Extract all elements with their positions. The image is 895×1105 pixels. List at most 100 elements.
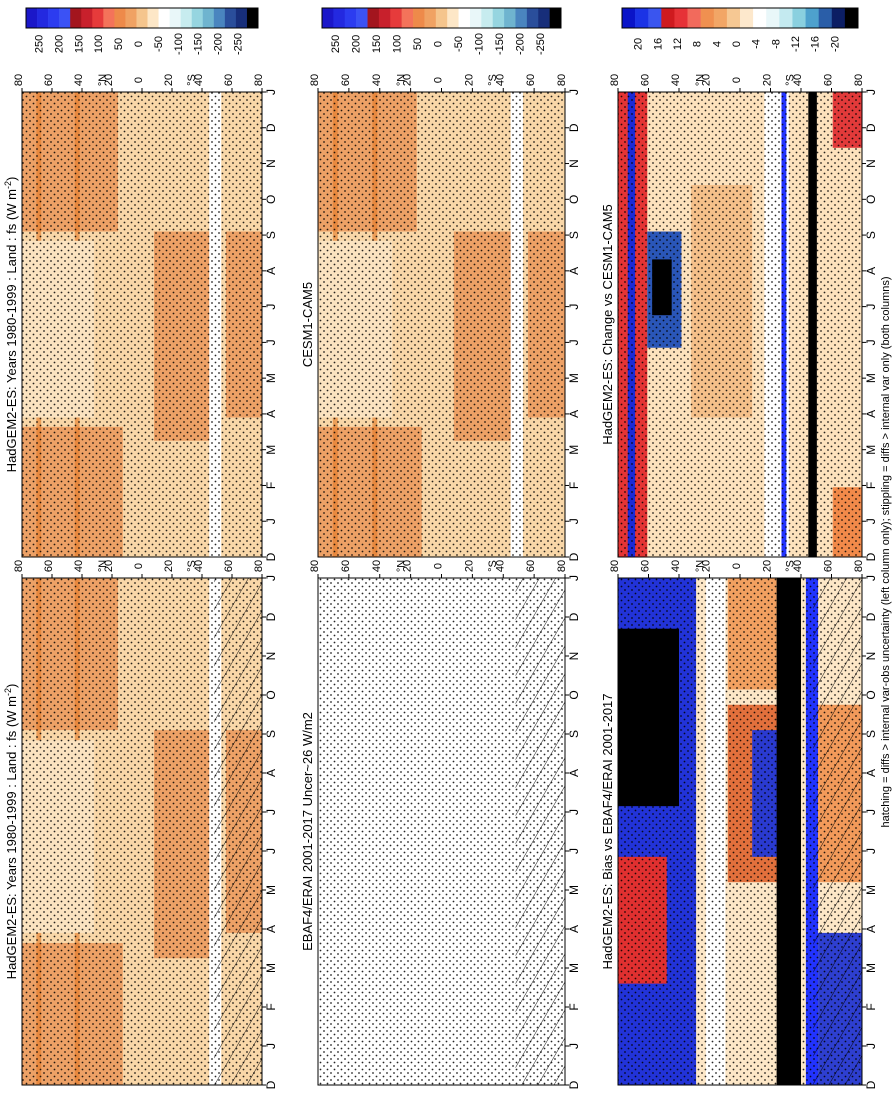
colorbar-swatch xyxy=(458,8,471,28)
colorbar-tick-label: 200 xyxy=(351,35,363,53)
hatching-overlay xyxy=(214,578,262,1085)
month-tick-label: A xyxy=(567,925,581,933)
month-tick-label: S xyxy=(264,231,278,239)
month-tick-label: M xyxy=(264,885,278,895)
month-tick-label: M xyxy=(264,445,278,455)
colorbar-swatch xyxy=(59,8,71,28)
month-tick-label: J xyxy=(264,1043,278,1049)
month-tick-label: S xyxy=(264,730,278,738)
footnote: hatching = diffs > internal var-obs unce… xyxy=(880,276,892,827)
lat-tick-label: 60 xyxy=(525,560,537,572)
north-label: °N xyxy=(395,560,407,572)
month-tick-label: D xyxy=(864,612,878,621)
lat-tick-label: 40 xyxy=(193,74,205,86)
month-tick-label: A xyxy=(567,769,581,777)
colorbar-tick-label: -200 xyxy=(514,33,526,55)
month-tick-label: A xyxy=(264,267,278,275)
north-label: °N xyxy=(395,74,407,86)
colorbar-tick-label: 200 xyxy=(53,35,65,53)
month-tick-label: M xyxy=(567,373,581,383)
month-tick-label: M xyxy=(567,963,581,973)
colorbar-swatch xyxy=(549,8,562,28)
colorbar-tick-label: -8 xyxy=(770,39,782,49)
month-tick-label: J xyxy=(567,1043,581,1049)
month-tick-label: O xyxy=(567,690,581,699)
month-tick-label: A xyxy=(864,410,878,418)
colorbar-swatch xyxy=(766,8,780,28)
colorbar-swatch xyxy=(622,8,636,28)
lat-tick-label: 0 xyxy=(731,77,743,83)
month-tick-label: N xyxy=(864,652,878,661)
lat-tick-label: 60 xyxy=(525,74,537,86)
lat-tick-label: 60 xyxy=(223,560,235,572)
heatmap-panel-4: D J F M A M J J A S O N D J 80 60 40 20 0 20 40 60 80 °N °S HadGE… xyxy=(600,493,878,1089)
lat-tick-label: 40 xyxy=(73,74,85,86)
lat-tick-label: 20 xyxy=(402,74,414,86)
lat-tick-label: 20 xyxy=(402,560,414,572)
month-tick-label: J xyxy=(567,304,581,310)
colorbar-swatch xyxy=(147,8,159,28)
month-tick-label: M xyxy=(264,373,278,383)
lat-tick-label: 60 xyxy=(823,560,835,572)
north-label: °N xyxy=(97,560,109,572)
south-label: °S xyxy=(785,560,797,572)
month-tick-label: A xyxy=(264,410,278,418)
colorbar-swatch xyxy=(344,8,357,28)
colorbar-swatch xyxy=(213,8,226,28)
colorbar-tick-label: -150 xyxy=(193,33,205,55)
colorbar-swatch xyxy=(435,8,448,28)
month-tick-label: A xyxy=(864,925,878,933)
lat-tick-label: 20 xyxy=(762,74,774,86)
lat-tick-label: 40 xyxy=(792,560,804,572)
north-label: °N xyxy=(694,560,706,572)
lat-tick-label: 80 xyxy=(253,74,265,86)
colorbar-swatch xyxy=(367,8,380,28)
month-tick-label: O xyxy=(264,690,278,699)
colorbar-tick-label: 0 xyxy=(731,41,743,47)
colorbar-tick-label: 100 xyxy=(392,35,404,53)
colorbar-tick-label: 16 xyxy=(652,38,664,50)
lat-tick-label: 0 xyxy=(433,77,445,83)
colorbar-tick-label: 50 xyxy=(113,38,125,50)
month-tick-label: D xyxy=(864,123,878,132)
colorbar-swatch xyxy=(401,8,414,28)
colorbar-swatch xyxy=(246,8,259,28)
colorbar-tick-label: 250 xyxy=(34,35,46,53)
month-tick-label: A xyxy=(567,267,581,275)
colorbar-tick-label: 0 xyxy=(433,41,445,47)
colorbar-swatch xyxy=(674,8,688,28)
colorbar-swatch xyxy=(635,8,649,28)
lat-tick-label: 40 xyxy=(371,74,383,86)
month-tick-label: M xyxy=(864,373,878,383)
hatching-overlay xyxy=(813,578,862,1085)
lat-tick-label: 0 xyxy=(433,563,445,569)
colorbar-tick-label: 100 xyxy=(93,35,105,53)
colorbar: 250 200 150 100 50 0 -50 -100 -150 -200 -250 xyxy=(321,7,562,55)
lat-tick-label: 60 xyxy=(340,560,352,572)
south-label: °S xyxy=(785,74,797,86)
month-tick-label: D xyxy=(264,612,278,621)
month-tick-label: J xyxy=(567,518,581,524)
colorbar-swatch xyxy=(713,8,728,28)
colorbar-tick-label: 250 xyxy=(330,35,342,53)
month-tick-label: F xyxy=(567,482,581,489)
colorbar-tick-label: -250 xyxy=(535,33,547,55)
colorbar-swatch xyxy=(191,8,204,28)
month-tick-label: F xyxy=(567,1003,581,1010)
lat-tick-label: 40 xyxy=(494,74,506,86)
lat-tick-label: 20 xyxy=(463,74,475,86)
colorbar-swatch xyxy=(424,8,437,28)
colorbar-swatch xyxy=(492,8,505,28)
lat-tick-label: 80 xyxy=(556,74,568,86)
month-tick-label: S xyxy=(567,231,581,239)
colorbar-swatch xyxy=(831,8,846,28)
month-tick-label: J xyxy=(864,848,878,854)
lat-tick-label: 80 xyxy=(309,560,321,572)
stippling-overlay xyxy=(318,92,565,557)
colorbar-swatch xyxy=(48,8,60,28)
month-tick-label: N xyxy=(264,159,278,168)
month-tick-label: A xyxy=(864,267,878,275)
month-tick-label: M xyxy=(864,445,878,455)
